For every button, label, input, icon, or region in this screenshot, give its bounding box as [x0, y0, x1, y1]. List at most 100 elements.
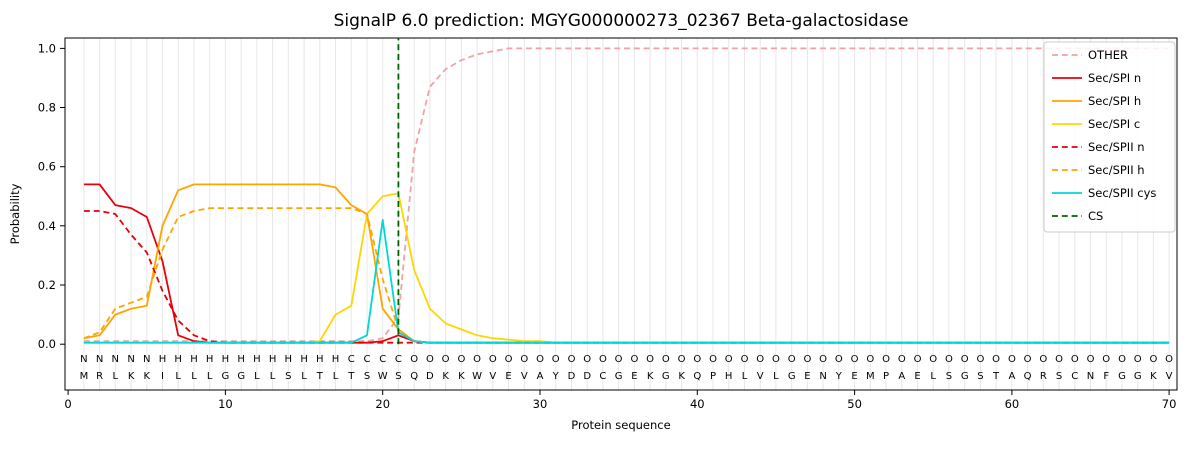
region-letter: O	[1149, 354, 1157, 365]
region-letter: O	[536, 354, 544, 365]
x-tick-label: 30	[533, 397, 548, 411]
region-letter: O	[442, 354, 450, 365]
region-letter: H	[332, 354, 340, 365]
sequence-letter: W	[378, 371, 388, 382]
legend-item-label: OTHER	[1088, 48, 1128, 62]
x-tick-label: 50	[847, 397, 862, 411]
region-letter: O	[1087, 354, 1095, 365]
chart-title: SignalP 6.0 prediction: MGYG000000273_02…	[334, 11, 909, 31]
region-letter: O	[725, 354, 733, 365]
x-tick-label: 60	[1005, 397, 1020, 411]
sequence-letter: K	[1150, 371, 1157, 382]
sequence-letter: K	[144, 371, 151, 382]
sequence-letter: G	[788, 371, 796, 382]
region-letter: O	[583, 354, 591, 365]
region-letter: O	[914, 354, 922, 365]
region-letter: H	[174, 354, 182, 365]
sequence-letter: G	[961, 371, 969, 382]
y-tick-label: 0.0	[38, 337, 56, 351]
sequence-letter: K	[678, 371, 685, 382]
legend-item-label: Sec/SPI c	[1088, 117, 1140, 131]
sequence-letter: F	[1103, 371, 1109, 382]
sequence-letter: E	[914, 371, 920, 382]
sequence-letter: S	[1056, 371, 1062, 382]
sequence-letter: R	[96, 371, 103, 382]
sequence-letter: Y	[552, 371, 560, 382]
region-letter: O	[1118, 354, 1126, 365]
sequence-letter: T	[992, 371, 1000, 382]
sequence-letter: L	[254, 371, 260, 382]
sequence-letter: E	[804, 371, 810, 382]
x-tick-label: 70	[1162, 397, 1177, 411]
region-letter: N	[127, 354, 134, 365]
sequence-letter: E	[505, 371, 511, 382]
series-line-sec-spi-n	[83, 183, 1170, 344]
sequence-letter: H	[725, 371, 733, 382]
region-letter: O	[772, 354, 780, 365]
region-letter: O	[473, 354, 481, 365]
sequence-letter: G	[1134, 371, 1142, 382]
region-letter: O	[505, 354, 513, 365]
sequence-letter: L	[930, 371, 936, 382]
sequence-letter: L	[773, 371, 779, 382]
sequence-letter: K	[647, 371, 654, 382]
region-letter: O	[961, 354, 969, 365]
sequence-letter: G	[222, 371, 230, 382]
sequence-letter: D	[583, 371, 591, 382]
region-letter: H	[190, 354, 198, 365]
sequence-letter: A	[1008, 371, 1015, 382]
y-tick-label: 1.0	[38, 41, 56, 55]
sequence-letter: G	[615, 371, 623, 382]
region-letter: O	[599, 354, 607, 365]
sequence-letter: K	[458, 371, 465, 382]
sequence-letter: S	[364, 371, 370, 382]
sequence-letter: L	[175, 371, 181, 382]
series-line-sec-spi-h	[83, 183, 1170, 344]
sequence-letter: C	[599, 371, 606, 382]
region-letter: O	[976, 354, 984, 365]
x-tick-label: 0	[64, 397, 71, 411]
region-letter: O	[788, 354, 796, 365]
region-letter: O	[803, 354, 811, 365]
sequence-letter: S	[977, 371, 983, 382]
region-letter: N	[112, 354, 119, 365]
sequence-letter: A	[537, 371, 544, 382]
region-letter: O	[866, 354, 874, 365]
sequence-letter: L	[113, 371, 119, 382]
sequence-letter: L	[301, 371, 307, 382]
sequence-letter: T	[316, 371, 324, 382]
region-letter: O	[568, 354, 576, 365]
series-line-sec-spii-n	[83, 210, 1170, 344]
sequence-letter: L	[270, 371, 276, 382]
region-letter: O	[1008, 354, 1016, 365]
x-tick-label: 10	[218, 397, 233, 411]
series-line-sec-spii-cys	[83, 218, 1170, 344]
region-letter: O	[851, 354, 859, 365]
region-letter: O	[520, 354, 528, 365]
sequence-letter: Y	[835, 371, 843, 382]
plot-border	[64, 37, 1178, 391]
sequence-letter: C	[1071, 371, 1078, 382]
sequence-letter: Q	[1024, 371, 1032, 382]
region-letter: O	[1165, 354, 1173, 365]
series-line-sec-spii-h	[83, 207, 1170, 344]
region-letter: O	[552, 354, 560, 365]
region-letter: O	[615, 354, 623, 365]
region-letter: C	[348, 354, 355, 365]
region-letter: O	[693, 354, 701, 365]
sequence-letter: P	[883, 371, 889, 382]
sequence-letter: M	[80, 371, 89, 382]
region-letter: O	[882, 354, 890, 365]
region-letter: O	[1024, 354, 1032, 365]
sequence-letter: E	[631, 371, 637, 382]
region-letter: O	[489, 354, 497, 365]
region-letter: O	[630, 354, 638, 365]
sequence-letter: V	[757, 371, 764, 382]
sequence-letter: D	[426, 371, 434, 382]
region-letter: O	[662, 354, 670, 365]
region-letter: O	[1134, 354, 1142, 365]
sequence-letter: P	[710, 371, 716, 382]
sequence-letter: L	[333, 371, 339, 382]
